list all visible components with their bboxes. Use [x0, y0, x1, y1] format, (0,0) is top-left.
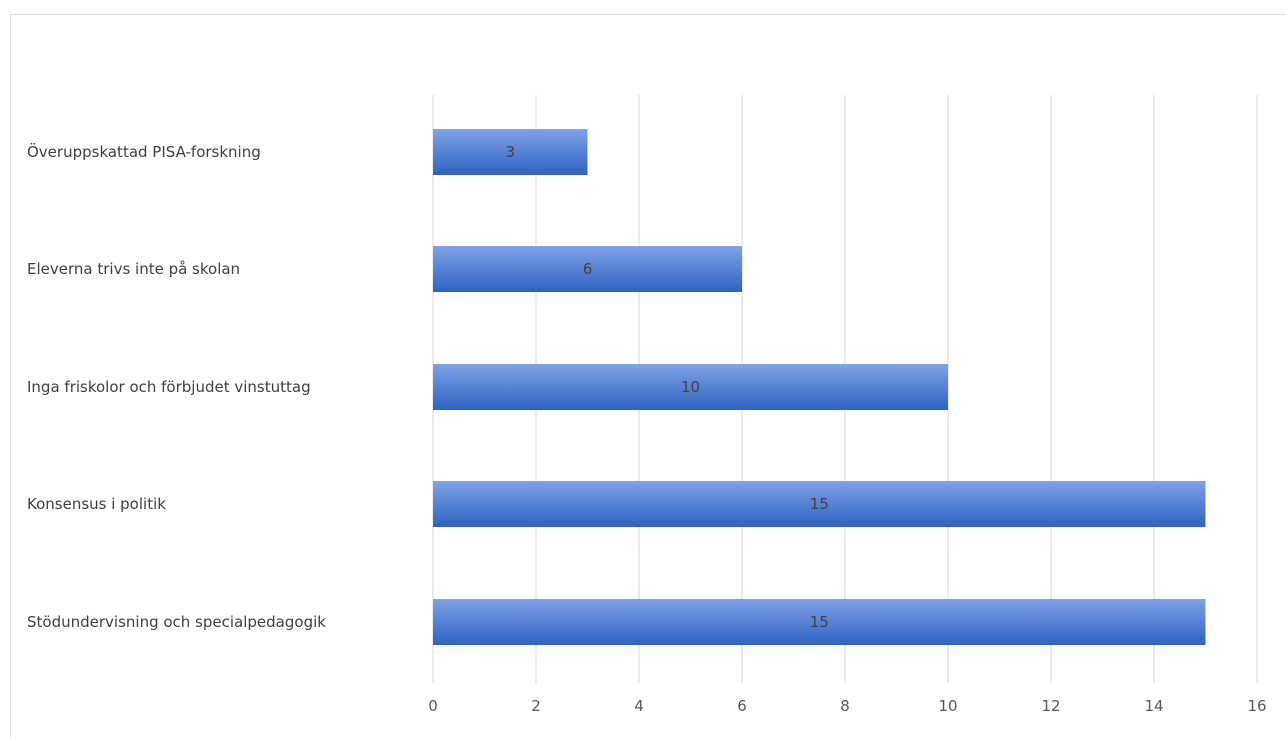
data-label: 6: [583, 260, 593, 278]
bar: [433, 246, 742, 292]
category-label: Överuppskattad PISA-forskning: [27, 142, 261, 161]
data-label: 15: [810, 613, 829, 631]
bar: [433, 364, 948, 410]
x-tick-label: 12: [1041, 697, 1060, 715]
category-label: Inga friskolor och förbjudet vinstuttag: [27, 378, 311, 396]
bar: [433, 599, 1206, 645]
x-tick-label: 2: [531, 697, 541, 715]
chart-area: 3 6 10 15 15 Överuppskattad PISA-forskning El…: [10, 14, 1286, 738]
x-tick-label: 8: [840, 697, 850, 715]
x-tick-label: 16: [1247, 697, 1266, 715]
category-label: Konsensus i politik: [27, 495, 166, 513]
x-axis-ticks: 0 2 4 6 8 10 12 14 16: [428, 697, 1266, 715]
bars: 3 6 10 15 15: [433, 129, 1206, 645]
category-label: Stödundervisning och specialpedagogik: [27, 613, 326, 631]
x-tick-label: 0: [428, 697, 438, 715]
category-label: Eleverna trivs inte på skolan: [27, 260, 240, 278]
data-label: 15: [810, 495, 829, 513]
x-tick-label: 6: [737, 697, 747, 715]
bar: [433, 481, 1206, 527]
x-tick-label: 14: [1144, 697, 1163, 715]
x-tick-label: 4: [634, 697, 644, 715]
category-labels: Överuppskattad PISA-forskning Eleverna tr…: [27, 142, 326, 631]
x-tick-label: 10: [938, 697, 957, 715]
data-label: 3: [505, 143, 515, 161]
bar: [433, 129, 588, 175]
data-label: 10: [681, 378, 700, 396]
bar-chart: 3 6 10 15 15 Överuppskattad PISA-forskning El…: [27, 95, 1267, 715]
